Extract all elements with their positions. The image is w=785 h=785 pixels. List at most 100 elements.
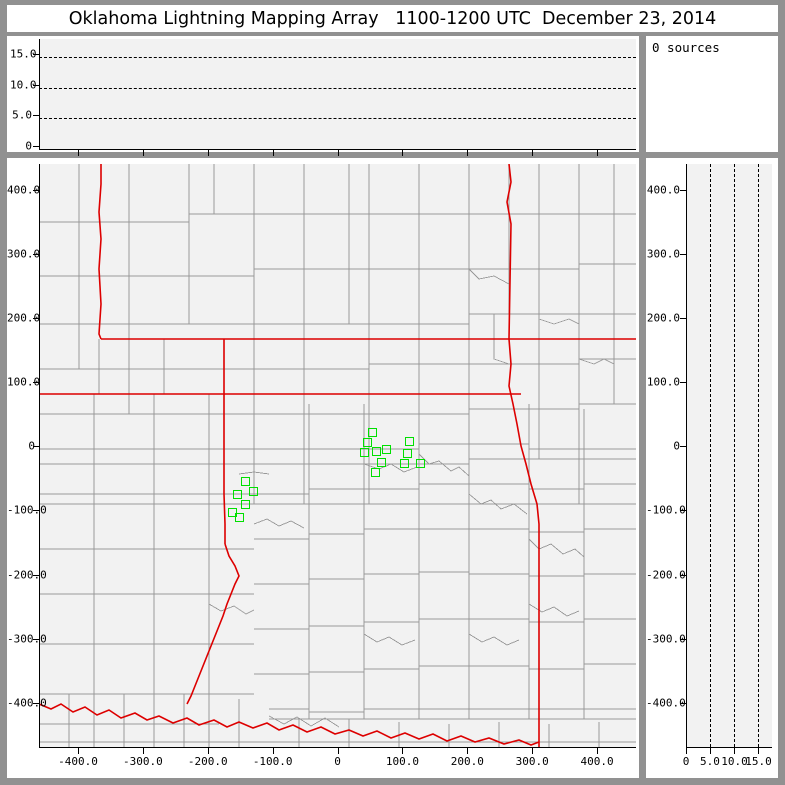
ytick-0: [33, 146, 40, 147]
source-marker: [233, 490, 242, 499]
map-ylabel-n300: -300.0: [7, 632, 47, 645]
map-panel[interactable]: 400.0 300.0 200.0 100.0 0 -100.0 -200.0 …: [7, 158, 639, 778]
map-ytick-n300: [33, 638, 40, 640]
map-ylabel-n400: -400.0: [7, 696, 47, 710]
h-xtick-15: [757, 747, 759, 754]
map-y-axis: [39, 164, 40, 747]
ylabel-15: 15.0: [10, 47, 37, 61]
gridline-y-10: [39, 87, 636, 89]
ylabel-10: 10.0: [10, 78, 37, 92]
source-marker: [405, 437, 414, 446]
map-xlabel-400: 400.0: [580, 755, 614, 768]
map-xtick-0: [337, 747, 339, 754]
ylabel-0: 0: [25, 139, 32, 153]
map-ytick-n400: [33, 702, 40, 704]
source-marker: [371, 468, 380, 477]
map-ytick-n200: [33, 574, 40, 576]
h-ylabel-300: 300.0: [646, 247, 680, 261]
height-latitude-plot-area[interactable]: [686, 164, 772, 747]
h-ytick-n200: [680, 574, 687, 576]
map-xlabel-100: 100.0: [385, 755, 419, 768]
map-ytick-100: [33, 382, 40, 384]
h-ytick-n400: [680, 702, 687, 704]
map-xlabel-n200: -200.0: [187, 755, 228, 768]
source-marker: [241, 477, 250, 486]
h-xtick-0: [686, 747, 687, 754]
time-height-y-axis: [39, 39, 40, 149]
source-marker: [368, 428, 377, 437]
map-ytick-400: [33, 190, 40, 192]
h-ylabel-n100: -100.0: [646, 503, 686, 517]
source-marker: [382, 445, 391, 454]
gridline-y-5: [39, 118, 636, 120]
map-ylabel-0: 0: [28, 439, 35, 453]
xtick-n300: [142, 149, 144, 156]
gridline-x-5: [709, 164, 711, 747]
h-ylabel-n300: -300.0: [646, 632, 686, 645]
source-marker: [363, 438, 372, 447]
map-xlabel-n300: -300.0: [123, 755, 163, 768]
h-ylabel-n200: -200.0: [646, 568, 686, 581]
source-marker: [360, 448, 369, 457]
gridline-y-15: [39, 57, 636, 59]
source-marker: [416, 459, 425, 468]
map-xtick-200: [467, 747, 469, 754]
map-xtick-300: [532, 747, 534, 754]
ytick-5: [33, 115, 40, 117]
height-latitude-panel[interactable]: 400.0 300.0 200.0 100.0 0 -100.0 -200.0 …: [646, 158, 778, 778]
map-xlabel-n400: -400.0: [58, 755, 98, 768]
h-ylabel-0: 0: [673, 439, 680, 453]
map-ylabel-200: 200.0: [7, 311, 41, 325]
height-x-axis: [686, 747, 772, 748]
map-xtick-n300: [142, 747, 144, 754]
xtick-n200: [207, 149, 209, 156]
map-ylabel-400: 400.0: [7, 183, 41, 197]
map-ylabel-300: 300.0: [7, 247, 41, 261]
h-ytick-n300: [680, 638, 687, 640]
h-ytick-n100: [680, 510, 687, 512]
map-ytick-0: [33, 446, 40, 448]
map-xtick-n200: [207, 747, 209, 754]
gridline-x-10: [733, 164, 735, 747]
source-marker: [377, 458, 386, 467]
time-height-plot-area[interactable]: [39, 39, 636, 149]
xtick-0: [337, 149, 339, 156]
h-xlabel-15: 15.0: [745, 755, 772, 768]
h-ylabel-n400: -400.0: [646, 696, 686, 710]
source-marker: [228, 508, 237, 517]
source-marker: [372, 447, 381, 456]
h-ytick-200: [680, 318, 687, 320]
map-plot-area[interactable]: [39, 164, 636, 747]
h-ytick-0: [680, 446, 687, 448]
xtick-200: [467, 149, 469, 156]
map-ytick-200: [33, 318, 40, 320]
xtick-400: [597, 149, 599, 156]
map-ytick-n100: [33, 510, 40, 512]
source-marker: [235, 513, 244, 522]
height-y-axis: [686, 164, 687, 747]
xtick-300: [532, 149, 534, 156]
map-xlabel-300: 300.0: [515, 755, 549, 768]
map-ytick-300: [33, 254, 40, 256]
time-height-panel[interactable]: 15.0 10.0 5.0 0 -400.0 -300.0 -200.0 -10…: [7, 36, 639, 170]
source-count-label: 0 sources: [652, 40, 720, 55]
map-xtick-100: [402, 747, 404, 754]
source-count-panel: 0 sources: [646, 36, 778, 152]
gridline-x-15: [757, 164, 759, 747]
h-xtick-10: [733, 747, 735, 754]
ylabel-5: 5.0: [12, 108, 32, 122]
map-xtick-n100: [272, 747, 274, 754]
map-xlabel-200: 200.0: [450, 755, 484, 768]
map-xtick-400: [597, 747, 599, 754]
basemap-vector: [39, 164, 636, 747]
source-marker: [241, 500, 250, 509]
map-ylabel-n200: -200.0: [7, 568, 47, 581]
h-xlabel-10: 10.0: [721, 755, 748, 768]
h-ytick-300: [680, 254, 687, 256]
source-marker: [400, 459, 409, 468]
map-ylabel-n100: -100.0: [7, 503, 47, 517]
h-ylabel-100: 100.0: [646, 375, 680, 389]
h-xlabel-0: 0: [682, 755, 690, 768]
h-ylabel-200: 200.0: [646, 311, 680, 325]
